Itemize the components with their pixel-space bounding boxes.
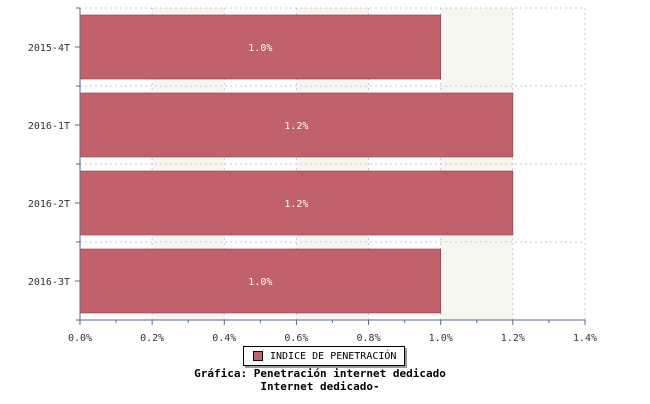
y-tick-label: 2016-1T [28,121,70,132]
bars [79,14,514,314]
x-tick-label: 0.8% [357,333,381,344]
data-label: 1.0% [248,277,272,288]
legend: INDICE DE PENETRACIÓN [243,346,405,366]
chart-caption: Gráfica: Penetración internet dedicado [194,367,446,380]
bar [79,92,514,158]
y-tick-label: 2015-4T [28,43,70,54]
data-label: 1.2% [284,199,308,210]
x-tick-label: 0.2% [140,333,164,344]
x-tick-label: 0.0% [68,333,92,344]
legend-swatch [253,351,263,361]
y-axis-ticks: 2015-4T 2016-1T 2016-2T 2016-3T [28,7,80,321]
y-tick-label: 2016-2T [28,199,70,210]
chart-subcaption: Internet dedicado- [260,380,380,393]
bar-labels: 1.0% 1.2% 1.2% 1.0% [248,43,308,288]
x-tick-label: 0.6% [284,333,308,344]
bar [79,14,442,80]
x-axis-ticks: 0.0% 0.2% 0.4% 0.6% 0.8% 1.0% 1.2% 1.4% [68,320,597,344]
x-tick-label: 1.0% [429,333,453,344]
data-label: 1.0% [248,43,272,54]
x-tick-label: 1.4% [573,333,597,344]
legend-label: INDICE DE PENETRACIÓN [270,350,397,362]
bar [79,248,442,314]
bar [79,170,514,236]
x-tick-label: 0.4% [212,333,236,344]
x-tick-label: 1.2% [501,333,525,344]
y-tick-label: 2016-3T [28,277,70,288]
data-label: 1.2% [284,121,308,132]
